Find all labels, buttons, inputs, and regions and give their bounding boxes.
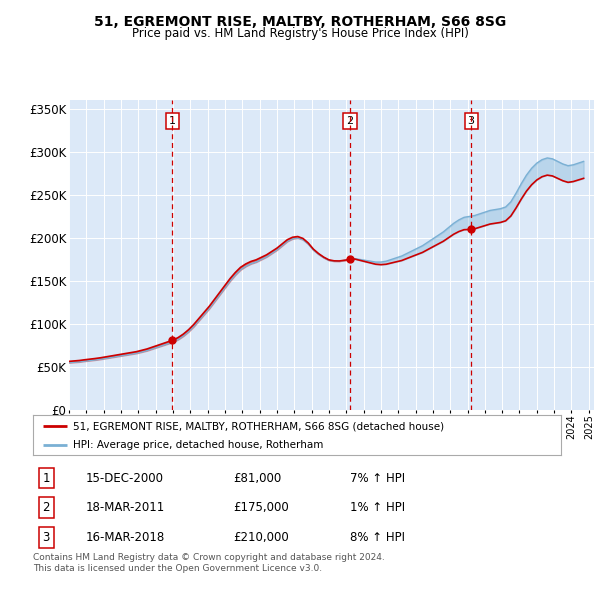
Text: 7% ↑ HPI: 7% ↑ HPI xyxy=(350,471,405,484)
Text: 16-MAR-2018: 16-MAR-2018 xyxy=(86,531,165,544)
Text: 2: 2 xyxy=(346,116,353,126)
Text: HPI: Average price, detached house, Rotherham: HPI: Average price, detached house, Roth… xyxy=(73,440,323,450)
Text: £81,000: £81,000 xyxy=(233,471,282,484)
Text: 1: 1 xyxy=(169,116,176,126)
Text: 1: 1 xyxy=(43,471,50,484)
Text: 2: 2 xyxy=(43,502,50,514)
Text: This data is licensed under the Open Government Licence v3.0.: This data is licensed under the Open Gov… xyxy=(33,564,322,573)
Text: 3: 3 xyxy=(467,116,475,126)
Text: 8% ↑ HPI: 8% ↑ HPI xyxy=(350,531,405,544)
Text: £210,000: £210,000 xyxy=(233,531,289,544)
Text: 18-MAR-2011: 18-MAR-2011 xyxy=(86,502,165,514)
Text: 15-DEC-2000: 15-DEC-2000 xyxy=(86,471,164,484)
Text: Contains HM Land Registry data © Crown copyright and database right 2024.: Contains HM Land Registry data © Crown c… xyxy=(33,553,385,562)
Text: £175,000: £175,000 xyxy=(233,502,289,514)
Text: 3: 3 xyxy=(43,531,50,544)
Text: 1% ↑ HPI: 1% ↑ HPI xyxy=(350,502,405,514)
Text: 51, EGREMONT RISE, MALTBY, ROTHERHAM, S66 8SG (detached house): 51, EGREMONT RISE, MALTBY, ROTHERHAM, S6… xyxy=(73,421,444,431)
Text: 51, EGREMONT RISE, MALTBY, ROTHERHAM, S66 8SG: 51, EGREMONT RISE, MALTBY, ROTHERHAM, S6… xyxy=(94,15,506,29)
Text: Price paid vs. HM Land Registry's House Price Index (HPI): Price paid vs. HM Land Registry's House … xyxy=(131,27,469,40)
